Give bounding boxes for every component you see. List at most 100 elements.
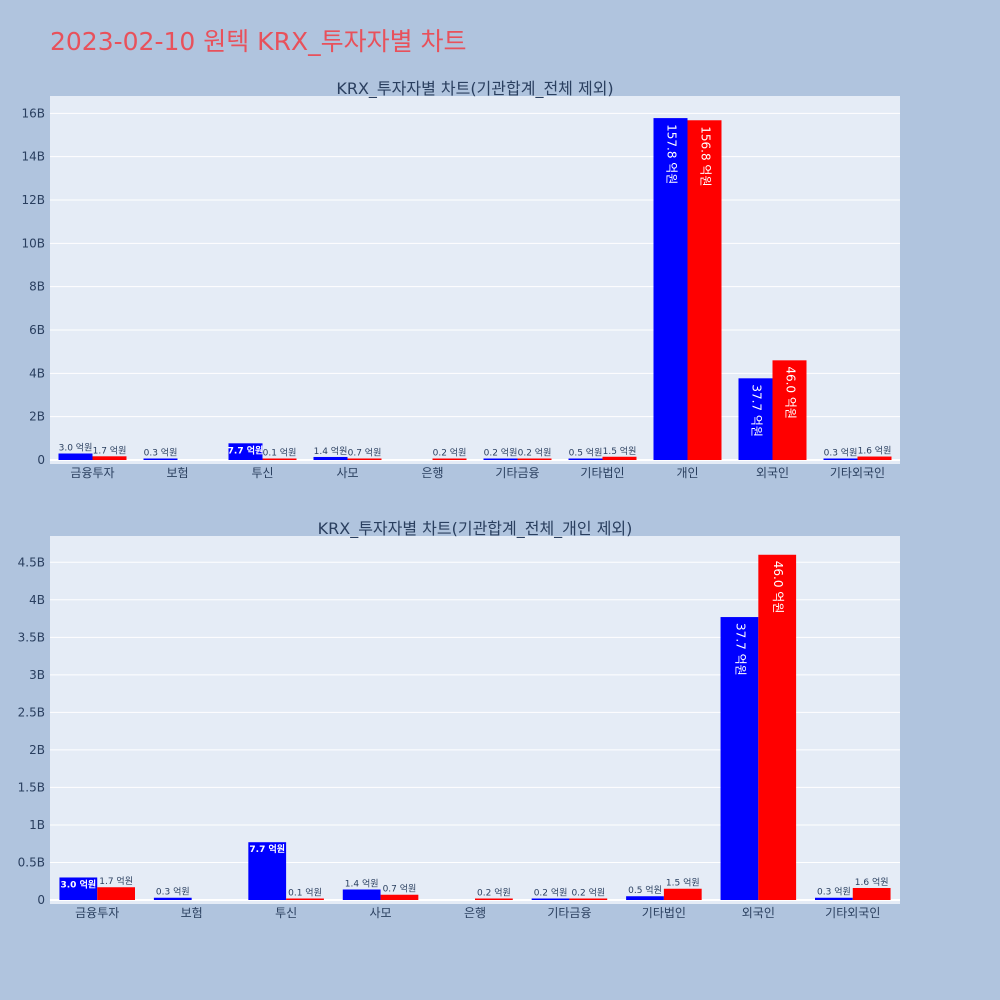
chart2-data-label: 1.5 억원 — [666, 877, 700, 889]
chart2-data-label: 0.2 억원 — [534, 886, 568, 898]
chart2-bar — [852, 887, 891, 900]
chart1-bar — [517, 458, 552, 460]
chart2-y-tick-label: 4B — [29, 593, 45, 607]
chart1-y-tick-label: 10B — [21, 236, 45, 250]
chart1-bar — [653, 118, 688, 460]
chart1-data-label: 0.2 억원 — [484, 447, 518, 459]
chart1-data-label: 7.7 억원 — [228, 444, 264, 456]
chart1-x-tick-label: 보험 — [166, 466, 188, 480]
chart2-data-label: 1.7 억원 — [99, 875, 133, 887]
chart1-bar — [857, 456, 892, 460]
chart2-bar — [248, 842, 287, 900]
chart2-bar — [720, 617, 759, 900]
chart2-y-tick-label: 1.5B — [18, 780, 45, 794]
chart1-bar — [58, 453, 93, 460]
chart1-y-tick-label: 0 — [37, 453, 45, 467]
chart1-data-label: 46.0 억원 — [784, 366, 798, 419]
chart2-y-tick-label: 0 — [37, 893, 45, 907]
chart1-bar — [483, 458, 518, 460]
chart2-y-tick-label: 2B — [29, 743, 45, 757]
chart2-bar — [475, 898, 513, 900]
chart1-x-tick-label: 개인 — [676, 466, 698, 480]
chart2-data-label: 0.3 억원 — [156, 886, 190, 898]
chart2-bar — [286, 898, 324, 900]
chart1-x-tick-label: 외국인 — [756, 466, 789, 480]
chart1-x-tick-label: 기타금융 — [495, 466, 539, 480]
chart1-data-label: 0.2 억원 — [433, 447, 467, 459]
chart1-data-label: 1.6 억원 — [858, 445, 892, 457]
chart1-bar — [823, 458, 858, 460]
chart1-y-tick-label: 16B — [21, 106, 45, 120]
chart1-bar — [772, 360, 807, 460]
chart1-bar — [347, 458, 382, 460]
chart1-bar — [92, 456, 127, 460]
chart2-data-label: 0.2 억원 — [571, 886, 605, 898]
chart1-y-tick-label: 8B — [29, 280, 45, 294]
chart2-bar — [663, 888, 702, 900]
chart1-x-tick-label: 금융투자 — [70, 466, 114, 480]
chart1-bar — [432, 458, 467, 460]
chart1-data-label: 156.8 억원 — [699, 126, 713, 186]
chart1-y-tick-label: 12B — [21, 193, 45, 207]
chart2-bar — [815, 897, 853, 900]
chart1-bar — [568, 458, 603, 460]
chart1-data-label: 0.1 억원 — [263, 447, 297, 459]
chart1-bar — [262, 458, 297, 460]
chart1-x-tick-label: 투신 — [251, 466, 273, 480]
chart2-x-tick-label: 사모 — [370, 906, 392, 920]
chart1-x-tick-label: 기타법인 — [580, 466, 624, 480]
chart1-bar — [313, 456, 348, 460]
chart1-bar — [228, 443, 263, 460]
chart2-bar — [59, 877, 98, 900]
chart2-y-tick-label: 0.5B — [18, 855, 45, 869]
chart1-title: KRX_투자자별 차트(기관합계_전체 제외) — [336, 79, 613, 99]
chart1-data-label: 0.3 억원 — [824, 447, 858, 459]
chart1-bar — [687, 120, 722, 461]
chart2-data-label: 46.0 억원 — [771, 561, 785, 614]
chart2-y-tick-label: 2.5B — [18, 705, 45, 719]
chart1-data-label: 37.7 억원 — [750, 384, 764, 437]
chart2-x-tick-label: 외국인 — [742, 906, 775, 920]
chart2-data-label: 1.6 억원 — [855, 876, 889, 888]
chart1-y-tick-label: 14B — [21, 150, 45, 164]
chart2-data-label: 0.2 억원 — [477, 886, 511, 898]
chart1-y-tick-label: 2B — [29, 410, 45, 424]
chart2-y-tick-label: 3.5B — [18, 630, 45, 644]
chart1-bar — [602, 456, 637, 460]
chart2-data-label: 0.1 억원 — [288, 887, 322, 899]
chart2-data-label: 0.3 억원 — [817, 886, 851, 898]
chart1-data-label: 1.4 억원 — [314, 445, 348, 457]
chart2-data-label: 3.0 억원 — [61, 878, 97, 890]
chart2-data-label: 0.5 억원 — [628, 884, 662, 896]
chart2-title: KRX_투자자별 차트(기관합계_전체_개인 제외) — [318, 519, 633, 539]
chart2-x-tick-label: 기타외국인 — [825, 906, 880, 920]
chart2-data-label: 0.7 억원 — [383, 883, 417, 895]
chart1-data-label: 0.5 억원 — [569, 447, 603, 459]
chart2-x-tick-label: 기타금융 — [547, 906, 591, 920]
chart1-x-tick-label: 기타외국인 — [830, 466, 885, 480]
chart2-bar — [153, 897, 192, 900]
chart2-bar — [569, 898, 608, 900]
chart2-bar — [380, 894, 419, 900]
chart1-data-label: 1.7 억원 — [93, 444, 127, 456]
chart2-bar — [531, 898, 570, 900]
chart2-x-tick-label: 기타법인 — [642, 906, 686, 920]
chart1-data-label: 1.5 억원 — [603, 445, 637, 457]
chart1-x-tick-label: 사모 — [336, 466, 358, 480]
chart2-x-tick-label: 금융투자 — [75, 906, 119, 920]
chart1-bar — [143, 458, 178, 460]
chart1-x-tick-label: 은행 — [421, 465, 443, 480]
chart2-bar — [758, 554, 797, 900]
chart1-data-label: 0.2 억원 — [518, 447, 552, 459]
chart2-bar — [97, 887, 135, 900]
chart1-y-tick-label: 6B — [29, 323, 45, 337]
chart2-bar — [342, 889, 381, 900]
chart2-x-tick-label: 보험 — [181, 906, 203, 920]
chart1-data-label: 0.7 억원 — [348, 446, 382, 458]
chart2-x-tick-label: 투신 — [275, 906, 297, 920]
chart2-data-label: 7.7 억원 — [249, 843, 285, 855]
chart1-bar — [738, 378, 773, 460]
chart2-data-label: 1.4 억원 — [345, 877, 379, 889]
chart2-x-tick-label: 은행 — [464, 905, 486, 920]
